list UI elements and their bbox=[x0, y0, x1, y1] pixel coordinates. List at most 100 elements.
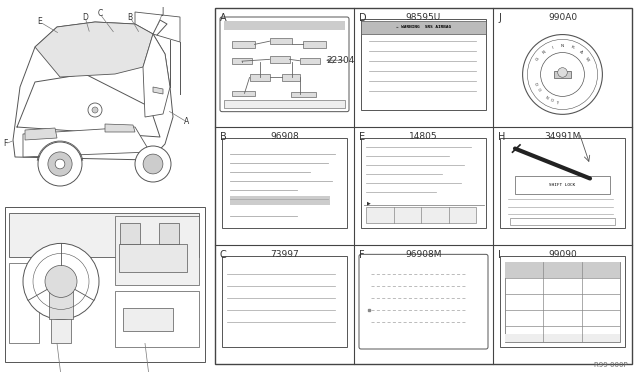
Bar bbox=[232, 41, 255, 48]
Text: A: A bbox=[578, 49, 583, 55]
Bar bbox=[269, 38, 292, 44]
Text: 990A0: 990A0 bbox=[548, 13, 577, 22]
Text: 98595U: 98595U bbox=[406, 13, 441, 22]
Polygon shape bbox=[25, 128, 57, 140]
Text: I: I bbox=[498, 250, 501, 260]
Bar bbox=[554, 71, 572, 78]
Text: 99090: 99090 bbox=[548, 250, 577, 259]
Text: E: E bbox=[38, 17, 42, 26]
Bar bbox=[115, 291, 199, 346]
Circle shape bbox=[523, 35, 602, 114]
Bar bbox=[361, 21, 486, 33]
Circle shape bbox=[143, 154, 163, 174]
Circle shape bbox=[557, 68, 567, 77]
Bar bbox=[505, 334, 620, 341]
Bar bbox=[232, 91, 255, 96]
Polygon shape bbox=[13, 22, 173, 160]
Bar bbox=[232, 58, 252, 64]
Text: G: G bbox=[536, 57, 541, 62]
Circle shape bbox=[55, 159, 65, 169]
Bar bbox=[300, 58, 319, 64]
Polygon shape bbox=[143, 34, 170, 117]
Circle shape bbox=[45, 265, 77, 297]
Bar bbox=[215, 8, 632, 364]
Text: 73997: 73997 bbox=[270, 250, 299, 259]
Text: 22304: 22304 bbox=[326, 56, 355, 65]
Circle shape bbox=[88, 103, 102, 117]
Bar bbox=[366, 208, 476, 223]
Bar bbox=[510, 218, 615, 225]
Polygon shape bbox=[105, 124, 135, 132]
Bar bbox=[505, 262, 620, 341]
Bar bbox=[159, 222, 179, 244]
Bar bbox=[361, 138, 486, 228]
Bar bbox=[500, 256, 625, 347]
Text: 96908: 96908 bbox=[270, 132, 299, 141]
Text: E: E bbox=[359, 132, 365, 142]
Text: A: A bbox=[220, 13, 227, 23]
Text: N: N bbox=[561, 44, 564, 48]
Text: N: N bbox=[542, 49, 547, 55]
Text: J: J bbox=[498, 13, 501, 23]
Text: O: O bbox=[550, 99, 554, 103]
Bar bbox=[49, 291, 73, 318]
Bar bbox=[222, 256, 347, 347]
Text: I: I bbox=[552, 45, 554, 49]
Text: D: D bbox=[82, 13, 88, 22]
Text: 96908M: 96908M bbox=[405, 250, 442, 259]
Text: 14805: 14805 bbox=[409, 132, 438, 141]
Text: R: R bbox=[570, 45, 574, 50]
Bar bbox=[51, 278, 71, 343]
Text: ▶: ▶ bbox=[367, 201, 371, 206]
Text: D: D bbox=[533, 82, 538, 86]
FancyBboxPatch shape bbox=[220, 17, 349, 112]
Bar bbox=[9, 213, 199, 257]
Text: R99 000P: R99 000P bbox=[595, 362, 628, 368]
Bar bbox=[500, 138, 625, 228]
Polygon shape bbox=[35, 22, 153, 77]
Text: B: B bbox=[127, 13, 132, 22]
Text: F: F bbox=[359, 250, 365, 260]
Circle shape bbox=[48, 152, 72, 176]
Bar bbox=[119, 244, 187, 272]
Text: N: N bbox=[544, 96, 548, 101]
Text: W: W bbox=[584, 56, 589, 62]
Polygon shape bbox=[23, 127, 150, 157]
Bar bbox=[115, 216, 199, 285]
Bar bbox=[224, 100, 345, 108]
Bar bbox=[291, 92, 316, 97]
Circle shape bbox=[23, 243, 99, 320]
Bar bbox=[303, 41, 326, 48]
Text: D: D bbox=[359, 13, 367, 23]
Bar bbox=[515, 176, 610, 194]
Circle shape bbox=[38, 142, 82, 186]
Polygon shape bbox=[135, 12, 180, 42]
Bar bbox=[123, 308, 173, 331]
Bar bbox=[120, 222, 140, 244]
FancyBboxPatch shape bbox=[359, 254, 488, 349]
Text: T: T bbox=[556, 100, 559, 105]
Text: H: H bbox=[498, 132, 506, 142]
Bar bbox=[282, 74, 300, 81]
Bar bbox=[230, 196, 330, 205]
Bar bbox=[5, 207, 205, 362]
Bar bbox=[250, 74, 269, 81]
Bar bbox=[9, 263, 39, 343]
Bar bbox=[53, 280, 69, 339]
Circle shape bbox=[135, 146, 171, 182]
Text: B: B bbox=[220, 132, 227, 142]
Bar bbox=[505, 262, 620, 278]
Text: ⚠ WARNING  SRS AIRBAG: ⚠ WARNING SRS AIRBAG bbox=[396, 25, 451, 29]
Text: A: A bbox=[184, 118, 189, 126]
Text: O: O bbox=[536, 87, 541, 92]
Text: 34991M: 34991M bbox=[544, 132, 580, 141]
Text: C: C bbox=[97, 10, 102, 19]
Text: C: C bbox=[220, 250, 227, 260]
Text: SHIFT LOCK: SHIFT LOCK bbox=[549, 183, 575, 187]
Circle shape bbox=[92, 107, 98, 113]
Bar bbox=[361, 19, 486, 110]
Bar bbox=[269, 56, 289, 62]
Text: F: F bbox=[3, 140, 7, 148]
Circle shape bbox=[541, 52, 584, 96]
Text: J: J bbox=[162, 7, 164, 16]
